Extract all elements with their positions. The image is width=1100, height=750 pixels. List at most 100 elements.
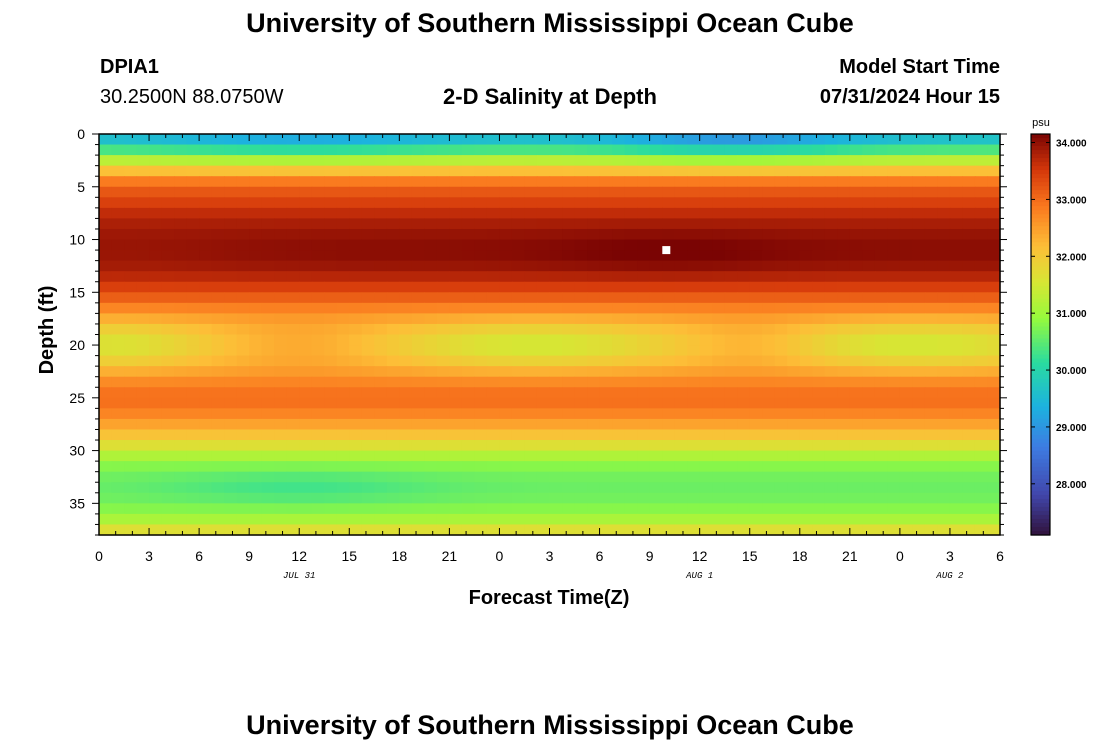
heatmap-cell: [124, 461, 138, 473]
heatmap-cell: [662, 228, 676, 241]
heatmap-cell: [436, 429, 450, 441]
heatmap-cell: [299, 334, 313, 346]
heatmap-cell: [324, 397, 338, 409]
heatmap-cell: [549, 450, 563, 462]
heatmap-cell: [324, 503, 338, 515]
heatmap-cell: [511, 524, 526, 536]
heatmap-cell: [536, 186, 551, 198]
heatmap-cell: [762, 503, 776, 515]
heatmap-cell: [599, 450, 613, 462]
heatmap-cell: [374, 482, 388, 494]
heatmap-cell: [274, 207, 288, 220]
heatmap-cell: [411, 450, 425, 462]
heatmap-cell: [874, 376, 888, 388]
heatmap-cell: [336, 155, 350, 167]
colorbar-segment: [1031, 162, 1050, 167]
heatmap-cell: [712, 292, 726, 304]
heatmap-cell: [199, 366, 213, 378]
heatmap-cell: [161, 492, 175, 504]
heatmap-cell: [899, 429, 913, 441]
heatmap-cell: [299, 408, 313, 420]
heatmap-cell: [111, 513, 125, 526]
heatmap-cell: [649, 482, 663, 494]
heatmap-cell: [236, 345, 250, 357]
heatmap-cell: [587, 313, 601, 325]
heatmap-cell: [874, 355, 888, 367]
heatmap-cell: [149, 134, 163, 146]
heatmap-cell: [824, 482, 838, 494]
heatmap-cell: [186, 482, 200, 494]
colorbar-segment: [1031, 258, 1050, 263]
heatmap-cell: [449, 450, 463, 462]
heatmap-cell: [286, 260, 300, 272]
heatmap-cell: [236, 134, 250, 146]
heatmap-cell: [524, 165, 538, 177]
heatmap-cell: [474, 165, 488, 177]
heatmap-cell: [849, 239, 863, 251]
heatmap-cell: [361, 186, 375, 198]
heatmap-cell: [849, 387, 863, 399]
heatmap-cell: [924, 165, 939, 177]
heatmap-cell: [987, 345, 1001, 357]
heatmap-cell: [486, 281, 501, 293]
heatmap-cell: [486, 313, 501, 325]
heatmap-cell: [587, 134, 601, 146]
heatmap-cell: [924, 418, 939, 431]
heatmap-cell: [124, 471, 138, 483]
heatmap-cell: [862, 418, 876, 431]
heatmap-cell: [599, 376, 613, 388]
heatmap-cell: [899, 450, 913, 462]
heatmap-cell: [349, 387, 363, 399]
heatmap-cell: [349, 176, 363, 188]
heatmap-cell: [374, 260, 388, 272]
heatmap-cell: [724, 207, 738, 220]
heatmap-cell: [787, 197, 801, 209]
heatmap-cell: [449, 134, 463, 146]
x-tick-label: 0: [95, 548, 103, 564]
heatmap-cell: [186, 134, 200, 146]
heatmap-cell: [386, 355, 400, 367]
heatmap-cell: [724, 429, 738, 441]
colorbar-segment: [1031, 434, 1050, 440]
heatmap-cell: [737, 429, 751, 441]
heatmap-cell: [136, 450, 150, 462]
heatmap-cell: [787, 186, 801, 198]
heatmap-cell: [749, 492, 763, 504]
heatmap-cell: [524, 313, 538, 325]
heatmap-cell: [637, 355, 651, 367]
colorbar-tick-label: 32.000: [1056, 252, 1087, 263]
heatmap-cell: [987, 503, 1001, 515]
heatmap-cell: [411, 366, 425, 378]
heatmap-cell: [149, 323, 163, 336]
heatmap-cell: [974, 186, 989, 198]
heatmap-cell: [161, 461, 175, 473]
heatmap-cell: [286, 418, 300, 431]
heatmap-cell: [812, 281, 826, 293]
heatmap-cell: [474, 313, 488, 325]
heatmap-cell: [912, 492, 926, 504]
heatmap-cell: [824, 271, 838, 283]
heatmap-cell: [211, 186, 225, 198]
heatmap-cell: [874, 197, 888, 209]
heatmap-cell: [687, 292, 701, 304]
heatmap-cell: [361, 239, 375, 251]
heatmap-cell: [211, 418, 225, 431]
heatmap-cell: [186, 302, 200, 314]
heatmap-cell: [687, 323, 701, 336]
heatmap-cell: [524, 134, 538, 146]
heatmap-cell: [899, 228, 913, 241]
heatmap-cell: [461, 397, 476, 409]
heatmap-cell: [186, 334, 200, 346]
heatmap-cell: [637, 155, 651, 167]
heatmap-cell: [136, 313, 150, 325]
heatmap-cell: [474, 239, 488, 251]
heatmap-cell: [461, 144, 476, 156]
heatmap-cell: [874, 144, 888, 156]
heatmap-cell: [649, 429, 663, 441]
heatmap-cell: [912, 281, 926, 293]
heatmap-cell: [124, 429, 138, 441]
heatmap-cell: [249, 207, 263, 220]
heatmap-cell: [562, 450, 576, 462]
heatmap-cell: [674, 260, 688, 272]
heatmap-cell: [612, 176, 626, 188]
